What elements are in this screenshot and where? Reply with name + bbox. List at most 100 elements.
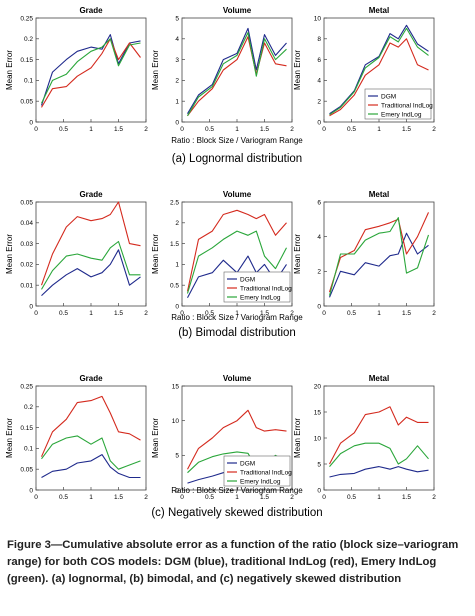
x-tick-label: 0.5 <box>347 310 356 317</box>
x-tick-label: 1 <box>89 494 93 501</box>
series-line-emery-indlog <box>329 442 429 467</box>
series-line-dgm <box>41 454 141 479</box>
x-tick-label: 2 <box>290 310 294 317</box>
chart-title: Volume <box>223 6 252 15</box>
chart-panel: Grade Mean Error 0 0.5 1 1.5 2 0 0.01 0.02 0.03 0.0… <box>5 190 148 317</box>
y-axis-label: Mean Error <box>5 418 14 458</box>
y-tick-label: 0.25 <box>20 383 33 390</box>
y-axis-label: Mean Error <box>151 418 160 458</box>
chart-title: Grade <box>79 190 103 199</box>
x-tick-label: 1.5 <box>260 310 269 317</box>
x-tick-label: 2 <box>290 494 294 501</box>
y-tick-label: 3 <box>175 57 179 64</box>
series-line-dgm <box>40 34 141 106</box>
y-tick-label: 2 <box>317 99 321 106</box>
x-tick-label: 0 <box>322 494 326 501</box>
series-line-traditional-indlog <box>41 38 141 108</box>
x-tick-label: 2 <box>290 126 294 133</box>
x-tick-label: 0 <box>180 126 184 133</box>
y-tick-label: 0 <box>175 303 179 310</box>
y-tick-label: 10 <box>172 418 180 425</box>
series-line-emery-indlog <box>41 435 141 470</box>
chart-panel: Grade Mean Error 0 0.5 1 1.5 2 0 0.05 0.1 0.15 0.2 0… <box>5 374 148 501</box>
x-tick-label: 2 <box>432 126 436 133</box>
x-tick-label: 0.5 <box>59 494 68 501</box>
x-tick-label: 1 <box>89 310 93 317</box>
x-tick-label: 1 <box>89 126 93 133</box>
row-subtitle: (c) Negatively skewed distribution <box>151 507 322 519</box>
y-tick-label: 6 <box>317 57 321 64</box>
y-tick-label: 0.1 <box>24 78 33 85</box>
y-tick-label: 2 <box>175 78 179 85</box>
chart-panel: Volume Mean Error 0 0.5 1 1.5 2 0 1 2 3 4 5 Ratio : B… <box>151 6 303 145</box>
x-tick-label: 1.5 <box>402 126 411 133</box>
legend-label: Emery IndLog <box>381 111 422 118</box>
y-tick-label: 15 <box>314 409 322 416</box>
series-line-traditional-indlog <box>329 38 429 117</box>
x-tick-label: 0 <box>322 126 326 133</box>
chart-title: Metal <box>369 374 389 383</box>
y-tick-label: 0.05 <box>20 199 33 206</box>
y-tick-label: 8 <box>317 36 321 43</box>
legend: DGM Traditional IndLog Emery IndLog <box>223 271 292 303</box>
y-axis-label: Mean Error <box>293 418 302 458</box>
y-axis-label: Mean Error <box>151 234 160 274</box>
legend: DGM Traditional IndLog Emery IndLog <box>364 88 433 120</box>
x-tick-label: 0.5 <box>205 310 214 317</box>
x-tick-label: 0 <box>34 126 38 133</box>
series-line-emery-indlog <box>186 230 287 294</box>
y-tick-label: 5 <box>175 15 179 22</box>
series-line-dgm <box>41 249 141 296</box>
series-line-emery-indlog <box>41 240 141 290</box>
plot-area <box>181 17 293 123</box>
series-line-dgm <box>329 466 429 478</box>
x-tick-label: 0 <box>34 494 38 501</box>
y-tick-label: 0 <box>29 487 33 494</box>
legend-label: DGM <box>240 460 255 467</box>
y-tick-label: 1 <box>175 262 179 269</box>
y-tick-label: 15 <box>172 383 180 390</box>
x-tick-label: 2 <box>432 310 436 317</box>
x-tick-label: 0 <box>34 310 38 317</box>
x-tick-label: 1.5 <box>260 126 269 133</box>
plot-area <box>35 201 147 307</box>
series-line-emery-indlog <box>329 27 429 116</box>
chart-title: Grade <box>79 6 103 15</box>
y-tick-label: 0.25 <box>20 15 33 22</box>
x-axis-label: Ratio : Block Size / Variogram Range <box>171 136 303 145</box>
chart-title: Volume <box>223 190 252 199</box>
x-tick-label: 1 <box>377 310 381 317</box>
series-line-traditional-indlog <box>329 406 429 465</box>
y-tick-label: 1 <box>175 99 179 106</box>
row-subtitle: (b) Bimodal distribution <box>178 327 296 339</box>
plot-area <box>323 385 435 491</box>
series-line-traditional-indlog <box>40 201 141 286</box>
x-tick-label: 1 <box>235 310 239 317</box>
chart-title: Volume <box>223 374 252 383</box>
y-axis-label: Mean Error <box>293 50 302 90</box>
chart-panel: Metal Mean Error 0 0.5 1 1.5 2 0 2 4 6 <box>293 190 436 317</box>
x-tick-label: 1 <box>377 494 381 501</box>
y-tick-label: 0.01 <box>20 283 33 290</box>
x-tick-label: 2 <box>432 494 436 501</box>
legend-label: Emery IndLog <box>240 478 281 485</box>
y-tick-label: 0 <box>29 303 33 310</box>
x-axis-label: Ratio : Block Size / Variogram Range <box>171 486 303 495</box>
y-tick-label: 0.5 <box>170 283 179 290</box>
y-axis-label: Mean Error <box>151 50 160 90</box>
legend-box <box>223 271 291 303</box>
x-tick-label: 1.5 <box>114 126 123 133</box>
series-line-traditional-indlog <box>187 409 287 470</box>
y-tick-label: 0.05 <box>20 467 33 474</box>
y-axis-label: Mean Error <box>5 50 14 90</box>
chart-panel: Grade Mean Error 0 0.5 1 1.5 2 0 0.05 0.1 0.15 0.2 0… <box>5 6 148 133</box>
y-tick-label: 0.15 <box>20 57 33 64</box>
legend-label: DGM <box>240 276 255 283</box>
y-tick-label: 0.03 <box>20 241 33 248</box>
series-line-traditional-indlog <box>40 395 141 457</box>
y-tick-label: 0 <box>29 119 33 126</box>
x-tick-label: 0.5 <box>347 494 356 501</box>
chart-title: Metal <box>369 190 389 199</box>
